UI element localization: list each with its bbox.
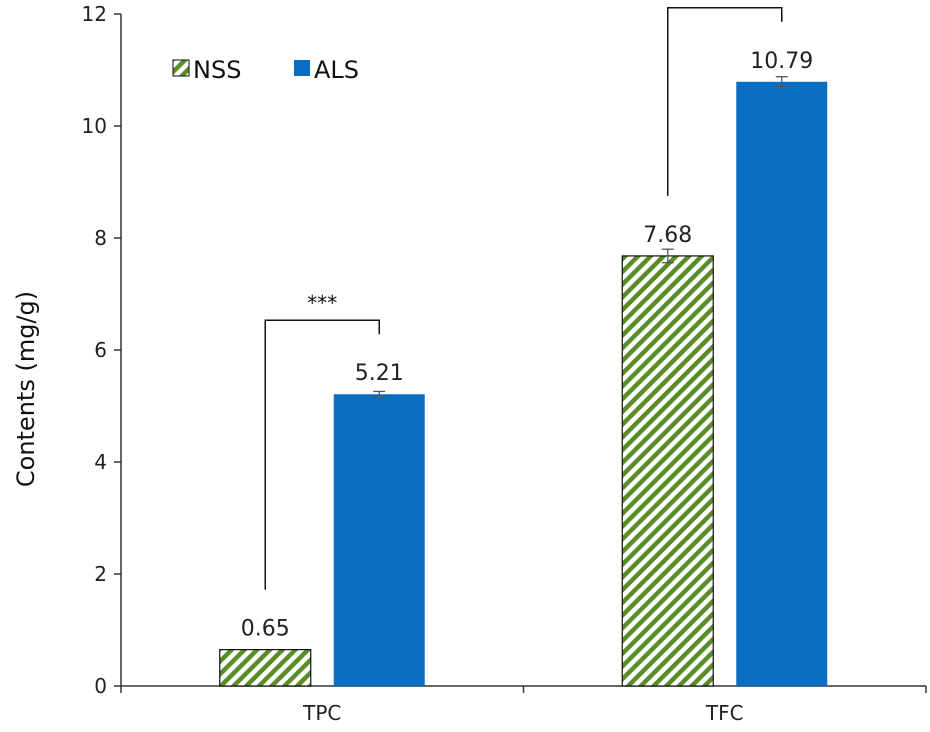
data-labels: 0.65 5.21 7.68 10.79 <box>241 49 813 642</box>
y-tick-label: 4 <box>94 450 107 474</box>
error-bars <box>373 76 788 398</box>
legend-label-nss: NSS <box>193 56 241 84</box>
legend-label-als: ALS <box>314 56 359 84</box>
bars <box>219 81 828 687</box>
y-tick-label: 8 <box>94 226 107 250</box>
bar-als-tfc <box>736 81 828 686</box>
legend: NSS ALS <box>172 56 359 84</box>
significance-brackets: *** *** <box>264 0 783 590</box>
significance-bracket <box>264 319 380 590</box>
y-axis-ticks: 0 2 4 6 8 10 12 <box>82 2 121 698</box>
bar-nss-tfc <box>621 255 714 687</box>
significance-bracket <box>667 7 783 196</box>
data-label: 7.68 <box>643 223 692 248</box>
category-label: TFC <box>705 701 744 725</box>
data-label: 10.79 <box>750 49 813 74</box>
data-label: 5.21 <box>355 361 404 386</box>
data-label: 0.65 <box>241 617 290 642</box>
legend-swatch-als <box>294 60 310 76</box>
significance-label: *** <box>307 291 337 315</box>
y-tick-label: 2 <box>94 562 107 586</box>
bar-als-tpc <box>333 394 425 686</box>
y-tick-label: 6 <box>94 338 107 362</box>
bar-nss-tpc <box>219 648 312 687</box>
y-tick-label: 10 <box>82 114 107 138</box>
y-tick-label: 0 <box>94 674 107 698</box>
y-axis-title: Contents (mg/g) <box>12 291 40 487</box>
category-labels: TPC TFC <box>302 701 743 725</box>
x-axis-ticks <box>120 686 927 693</box>
significance-label: *** <box>710 0 740 3</box>
y-tick-label: 12 <box>82 2 107 26</box>
category-label: TPC <box>302 701 341 725</box>
legend-swatch-nss <box>172 59 190 77</box>
